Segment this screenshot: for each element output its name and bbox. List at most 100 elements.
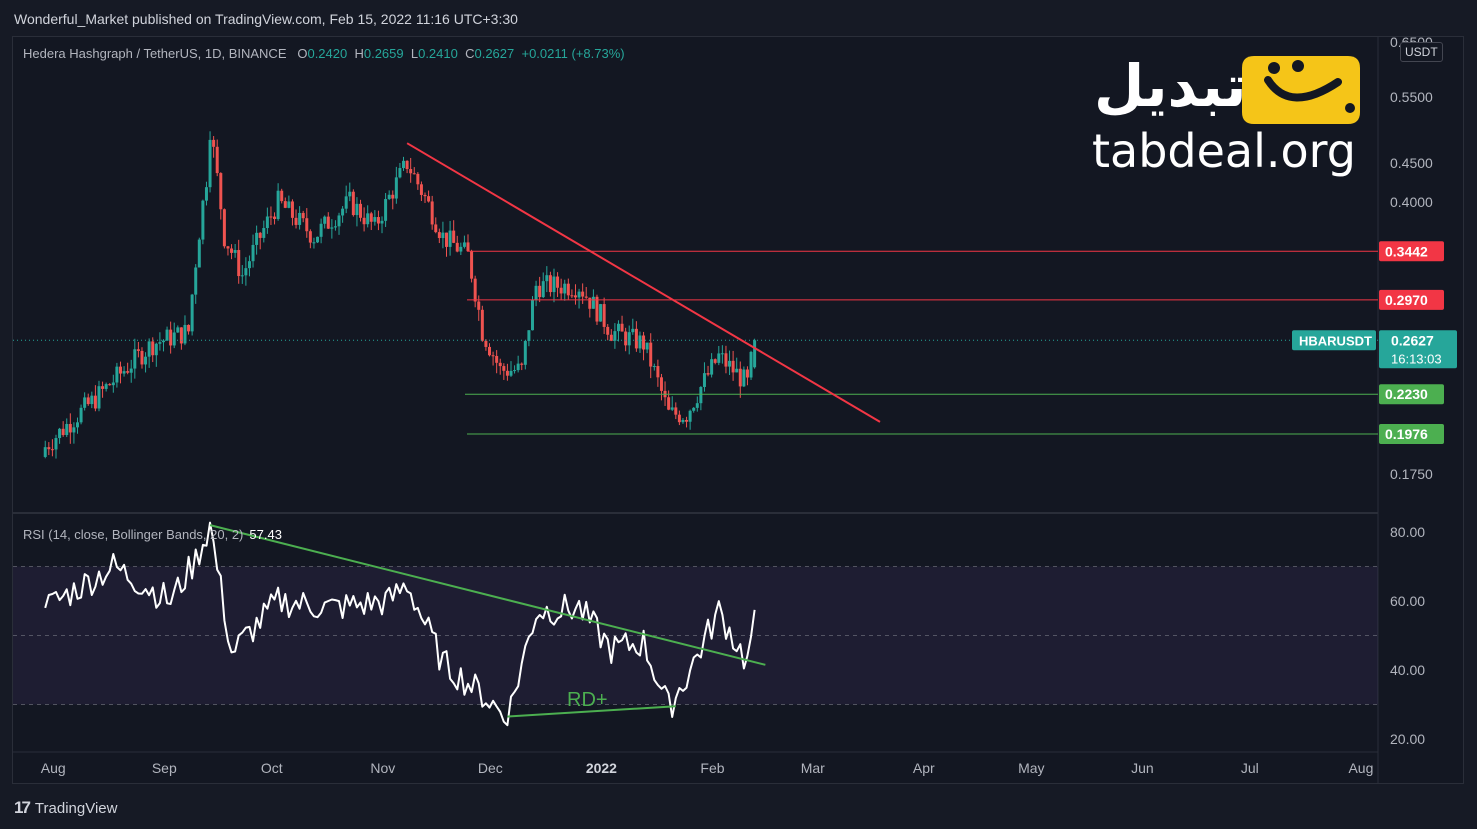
time-tick-label: Mar: [801, 760, 825, 776]
candle-body: [692, 407, 696, 411]
candle-body: [118, 366, 122, 374]
candle-body: [344, 196, 348, 209]
candle-body: [487, 346, 491, 356]
candle-body: [269, 216, 273, 218]
candle-body: [290, 201, 294, 218]
candle-body: [753, 340, 757, 368]
low-value: 0.2410: [418, 46, 458, 61]
candle-body: [498, 362, 502, 367]
candle-body: [441, 232, 445, 239]
open-value: 0.2420: [307, 46, 348, 61]
candle-body: [161, 340, 165, 343]
candle-body: [308, 231, 312, 243]
candle-body: [144, 356, 148, 365]
candle-body: [667, 397, 671, 410]
time-tick-label: 2022: [586, 760, 617, 776]
candle-body: [398, 168, 402, 178]
candle-body: [233, 250, 237, 253]
candle-body: [445, 232, 449, 247]
candle-body: [255, 232, 259, 245]
candle-body: [702, 373, 706, 387]
tabdeal-mark-icon: [1242, 56, 1360, 124]
candle-body: [581, 291, 585, 297]
candle-body: [602, 304, 606, 327]
high-label: H: [354, 46, 364, 61]
candle-body: [627, 332, 631, 346]
candle-body: [287, 201, 291, 208]
candle-body: [355, 203, 359, 216]
candle-body: [140, 350, 144, 365]
time-tick-label: Feb: [700, 760, 724, 776]
symbol-tag-label: HBARUSDT: [1299, 333, 1372, 348]
candle-body: [280, 190, 284, 202]
candle-body: [695, 403, 699, 408]
candle-body: [176, 327, 180, 333]
support-level-label: 0.2230: [1385, 386, 1428, 402]
candle-body: [158, 342, 162, 344]
candle-body: [427, 196, 431, 202]
candle-body: [222, 209, 226, 247]
candle-body: [563, 283, 567, 294]
candle-body: [480, 309, 484, 341]
candle-body: [717, 353, 721, 363]
close-value: 0.2627: [474, 46, 515, 61]
candle-body: [552, 276, 556, 293]
currency-badge[interactable]: USDT: [1400, 42, 1443, 62]
candle-body: [491, 355, 495, 357]
candle-body: [677, 414, 681, 423]
resistance-level-label: 0.3442: [1385, 243, 1428, 259]
logo-farsi: تبدیل: [1094, 52, 1247, 120]
candle-body: [505, 370, 509, 376]
symbol-title[interactable]: Hedera Hashgraph / TetherUS, 1D, BINANCE: [23, 46, 287, 61]
candle-body: [104, 384, 108, 389]
time-tick-label: Dec: [478, 760, 503, 776]
candle-body: [43, 447, 47, 457]
candle-body: [738, 368, 742, 387]
candle-body: [699, 386, 703, 404]
tabdeal-logo: تبدیل tabdeal.org: [1088, 48, 1368, 178]
candle-body: [133, 349, 137, 369]
candle-body: [179, 327, 183, 344]
candle-body: [685, 419, 689, 422]
candle-body: [154, 343, 158, 356]
candle-body: [68, 423, 72, 433]
candle-body: [459, 246, 463, 252]
rsi-title[interactable]: RSI (14, close, Bollinger Bands, 20, 2): [23, 527, 244, 542]
candle-body: [237, 250, 241, 277]
candle-body: [348, 191, 352, 197]
candle-body: [319, 223, 323, 237]
candle-body: [527, 330, 531, 341]
chart-frame[interactable]: [12, 36, 1464, 784]
publish-info: Wonderful_Market published on TradingVie…: [14, 11, 518, 27]
candle-body: [204, 187, 208, 201]
rsi-tick-label: 20.00: [1390, 731, 1425, 747]
candle-body: [484, 340, 488, 347]
support-level-tag: [1379, 384, 1444, 405]
candle-body: [405, 160, 409, 170]
candle-body: [86, 397, 90, 405]
candle-body: [584, 296, 588, 298]
resistance-level-tag: [1379, 289, 1444, 310]
last-price-label: 0.2627: [1391, 332, 1434, 348]
candle-body: [359, 203, 363, 218]
high-value: 0.2659: [363, 46, 404, 61]
candle-body: [570, 295, 574, 297]
candle-body: [276, 190, 280, 219]
rsi-tick-label: 80.00: [1390, 524, 1425, 540]
last-price-tag: [1379, 330, 1457, 369]
candle-body: [402, 160, 406, 169]
tradingview-brand[interactable]: 17 TradingView: [14, 798, 117, 818]
candle-body: [548, 275, 552, 293]
time-tick-label: Aug: [1348, 760, 1373, 776]
candle-body: [509, 370, 513, 376]
candle-body: [452, 230, 456, 243]
candle-body: [366, 213, 370, 225]
candle-body: [273, 216, 277, 219]
candle-body: [674, 407, 678, 415]
logo-english: tabdeal.org: [1092, 124, 1356, 178]
candle-body: [247, 261, 251, 269]
candle-body: [523, 340, 527, 365]
candle-body: [136, 349, 140, 351]
candle-body: [742, 369, 746, 387]
